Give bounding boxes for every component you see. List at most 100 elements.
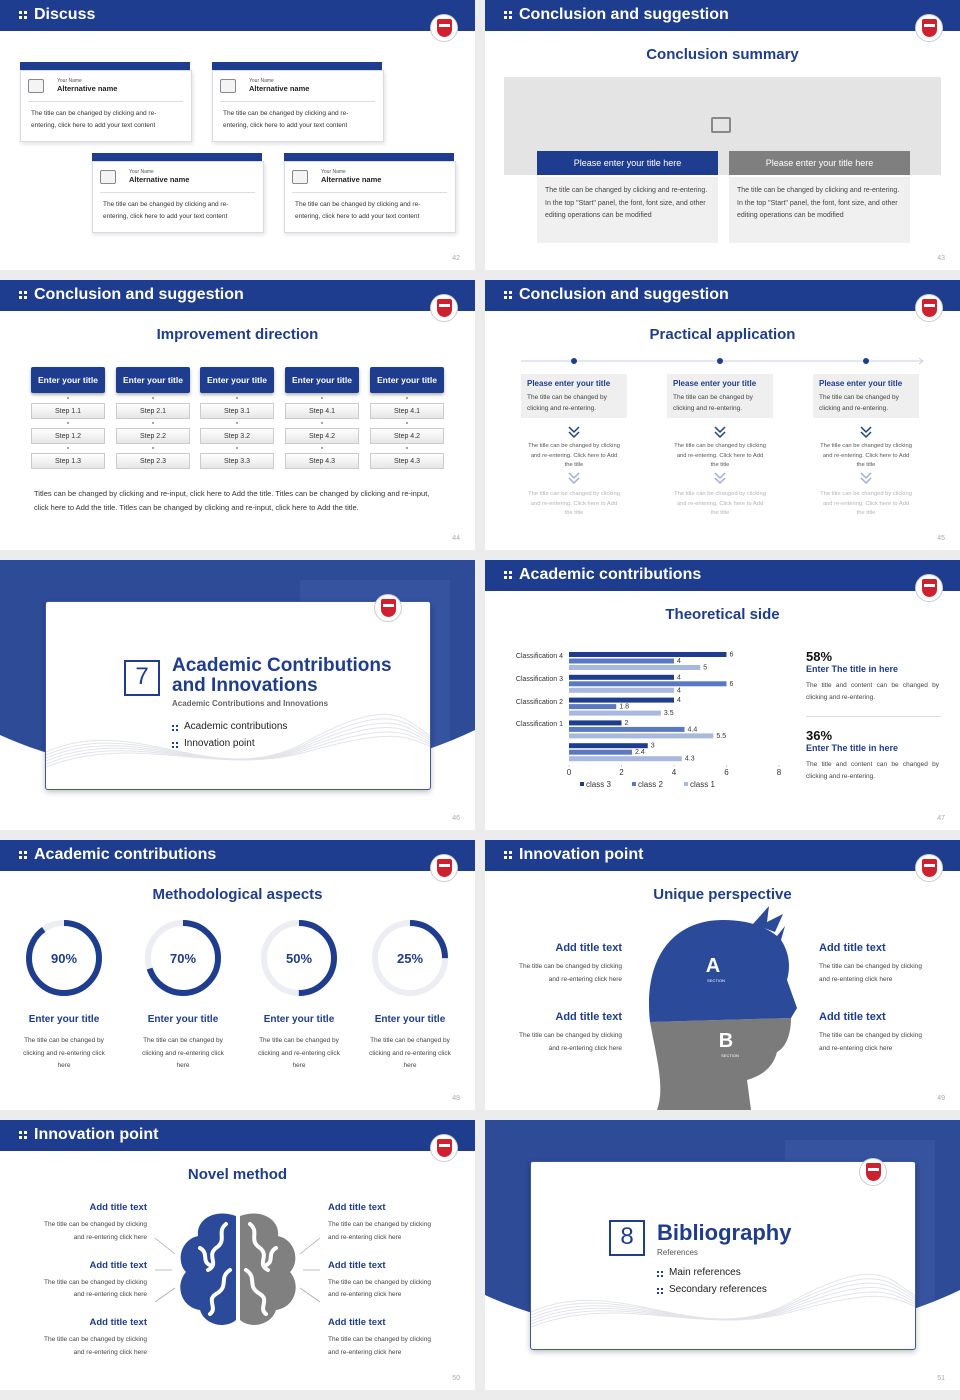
header-bar — [485, 560, 960, 591]
step: Step 1.2 — [31, 428, 105, 444]
column-title: Enter your title — [285, 367, 359, 393]
category-label: Classification 2 — [515, 698, 563, 706]
logo-band — [439, 1144, 450, 1147]
card: Your Name Alternative name The title can b… — [284, 161, 456, 233]
card-name: Alternative name — [321, 175, 382, 184]
data-label: 4.3 — [685, 756, 695, 763]
dot-icon — [509, 571, 512, 574]
slide: Conclusion and suggestion 45 Practical app… — [485, 280, 960, 550]
connector-dot — [236, 447, 238, 449]
x-tick-label: 2 — [619, 768, 624, 777]
x-tick-label: 4 — [672, 768, 677, 777]
item-title: Add title text — [89, 1202, 147, 1213]
category-label: Classification 1 — [515, 721, 563, 729]
ring-title: Enter your title — [263, 1014, 335, 1025]
chevron — [568, 477, 580, 485]
header-title: Discuss — [34, 6, 96, 23]
data-label: 5 — [703, 665, 707, 672]
timeline-dot — [863, 358, 869, 364]
timeline — [521, 357, 924, 485]
connector-dot — [236, 397, 238, 399]
connector-dot — [152, 447, 154, 449]
dot-icon — [509, 291, 512, 294]
data-label: 5.5 — [716, 733, 726, 740]
logo-band — [924, 864, 935, 867]
section-item: Secondary references — [669, 1284, 767, 1295]
step: Step 3.2 — [200, 428, 274, 444]
card-label: Your Name — [57, 78, 82, 84]
page-number: 45 — [937, 535, 945, 542]
item-title: Add title text — [819, 1011, 886, 1023]
column-text: The title can be changed by clicking and… — [673, 394, 753, 412]
box-title: Please enter your title here — [729, 151, 910, 175]
image-icon — [711, 117, 731, 133]
category-label: Classification 3 — [515, 675, 563, 683]
page-number: 50 — [452, 1375, 460, 1382]
dot-icon — [504, 856, 507, 859]
connector-dot — [67, 447, 69, 449]
slide: Academic contributions 47 Theoretical side… — [485, 560, 960, 830]
step: Step 4.3 — [370, 453, 444, 469]
ring-arc — [372, 920, 448, 996]
logo-shield — [922, 19, 937, 37]
wave-line — [46, 735, 430, 768]
logo — [915, 854, 943, 882]
bar — [569, 658, 674, 664]
item-text: The title can be changed by clicking and… — [328, 1221, 431, 1241]
connector-dot — [321, 397, 323, 399]
card-divider — [100, 192, 255, 193]
dot-icon — [509, 296, 512, 299]
card-tab — [284, 153, 454, 161]
avatar-icon — [100, 170, 116, 184]
page-number: 51 — [937, 1375, 945, 1382]
data-label: 4.4 — [688, 726, 698, 733]
section-item: Academic contributions — [184, 721, 288, 732]
wave-line — [531, 1295, 915, 1328]
bar — [569, 743, 648, 749]
column-title: Please enter your title — [819, 379, 903, 388]
card-divider — [292, 192, 447, 193]
bar — [569, 720, 622, 726]
chevron — [714, 472, 726, 480]
wave-line — [46, 718, 430, 760]
title-box — [521, 374, 627, 418]
card: Your Name Alternative name The title can b… — [212, 70, 384, 142]
item-text: The title can be changed by clicking and… — [519, 963, 622, 983]
column-title: Please enter your title — [673, 379, 757, 388]
data-label: 4 — [677, 674, 681, 681]
ring-label: 50% — [286, 951, 312, 966]
logo-shield — [437, 1139, 452, 1157]
step: Step 2.3 — [116, 453, 190, 469]
step: Step 3.1 — [200, 403, 274, 419]
logo — [915, 574, 943, 602]
connector-dot — [67, 422, 69, 424]
data-label: 2 — [625, 720, 629, 727]
chevron — [568, 431, 580, 439]
section-item: Main references — [669, 1267, 741, 1278]
number-box — [609, 1220, 645, 1256]
card: Your Name Alternative name The title can b… — [20, 70, 192, 142]
bar — [569, 710, 661, 716]
dot-icon — [509, 856, 512, 859]
item-title: Add title text — [328, 1202, 386, 1213]
legend-label: class 1 — [690, 780, 715, 789]
header-title: Academic contributions — [34, 846, 217, 863]
subtitle: Theoretical side — [665, 606, 780, 623]
detail-text: The title can be changed by clicking and… — [820, 443, 912, 468]
bar — [569, 687, 674, 693]
step: Step 2.1 — [116, 403, 190, 419]
logo-shield — [437, 299, 452, 317]
connector-dot — [321, 447, 323, 449]
item-title: Add title text — [819, 942, 886, 954]
logo-shield — [866, 1163, 881, 1181]
dot-icon — [19, 296, 22, 299]
logo-band — [439, 24, 450, 27]
ring-title: Enter your title — [28, 1014, 100, 1025]
head-caption: SECTION — [721, 1053, 739, 1058]
step: Step 4.3 — [285, 453, 359, 469]
dot-icon — [657, 1275, 659, 1277]
legend-label: class 2 — [638, 780, 663, 789]
chevron — [860, 431, 872, 439]
ring-arc — [145, 920, 221, 996]
